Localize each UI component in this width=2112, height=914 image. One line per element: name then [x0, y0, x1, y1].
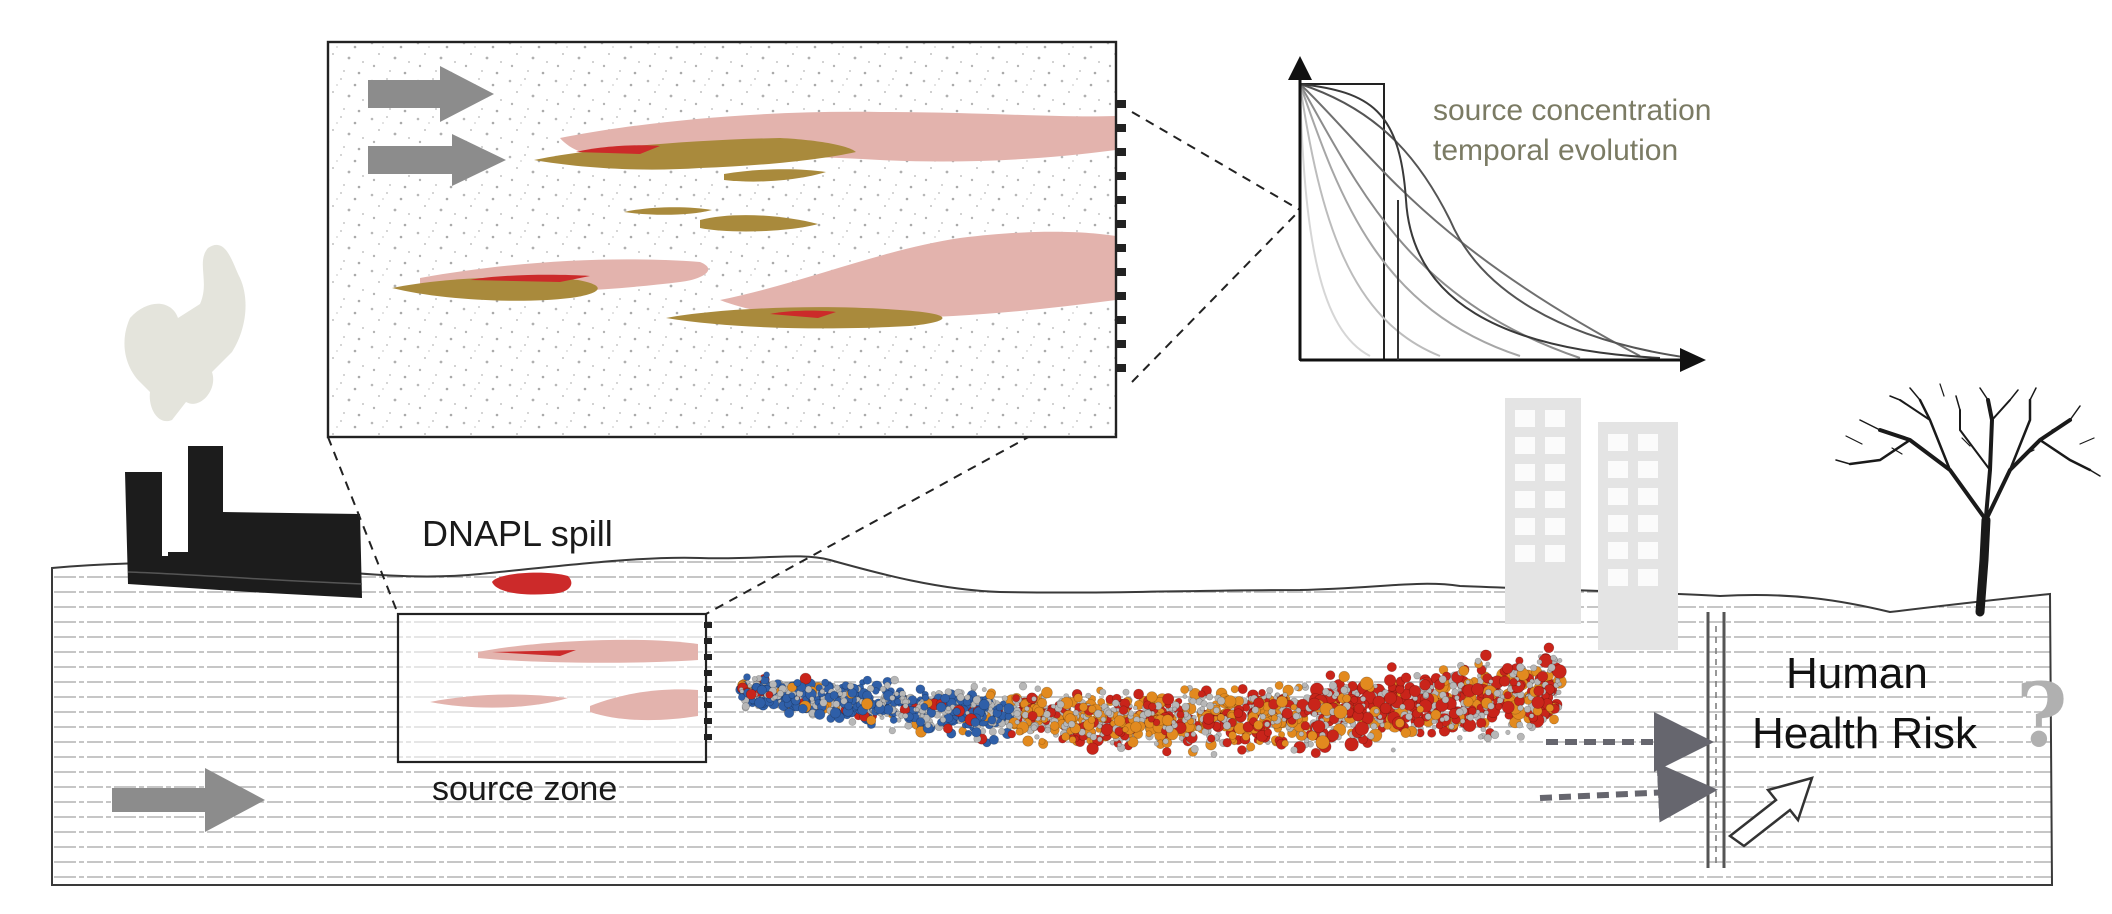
human-label: Human	[1786, 649, 1928, 698]
question-mark: ?	[2016, 663, 2068, 767]
ground-surface-line	[51, 555, 2054, 886]
concentration-evolution-graph: source concentration temporal evolution	[1288, 56, 1712, 372]
dnapl-spill-puddle	[492, 572, 572, 595]
contaminant-plume	[735, 642, 1567, 759]
exposure-arrow-icon	[1727, 776, 1814, 848]
source-zone-box	[396, 612, 712, 764]
tree-icon	[1835, 383, 2101, 617]
graph-label-line2: temporal evolution	[1433, 134, 1678, 167]
inset-flow-arrow-icon-1	[368, 66, 494, 122]
inset-tick-marks	[1116, 100, 1126, 372]
zoom-connector-lines	[327, 111, 1301, 615]
source-zone-tick-marks	[704, 622, 712, 740]
dnapl-spill-label: DNAPL spill	[422, 513, 613, 554]
smoke-icon	[124, 244, 246, 422]
groundwater-flow-arrow-icon	[112, 768, 265, 832]
factory-icon	[125, 446, 362, 598]
building-icon-2	[1598, 422, 1678, 650]
source-zone-label: source zone	[432, 770, 617, 808]
inset-flow-arrow-icon-2	[368, 134, 506, 186]
source-zone-zoom-inset	[326, 40, 1126, 439]
transport-arrows	[1539, 712, 1718, 823]
building-icon	[1505, 398, 1581, 624]
graph-label-line1: source concentration	[1433, 94, 1712, 127]
health-risk-label: Health Risk	[1752, 709, 1978, 758]
